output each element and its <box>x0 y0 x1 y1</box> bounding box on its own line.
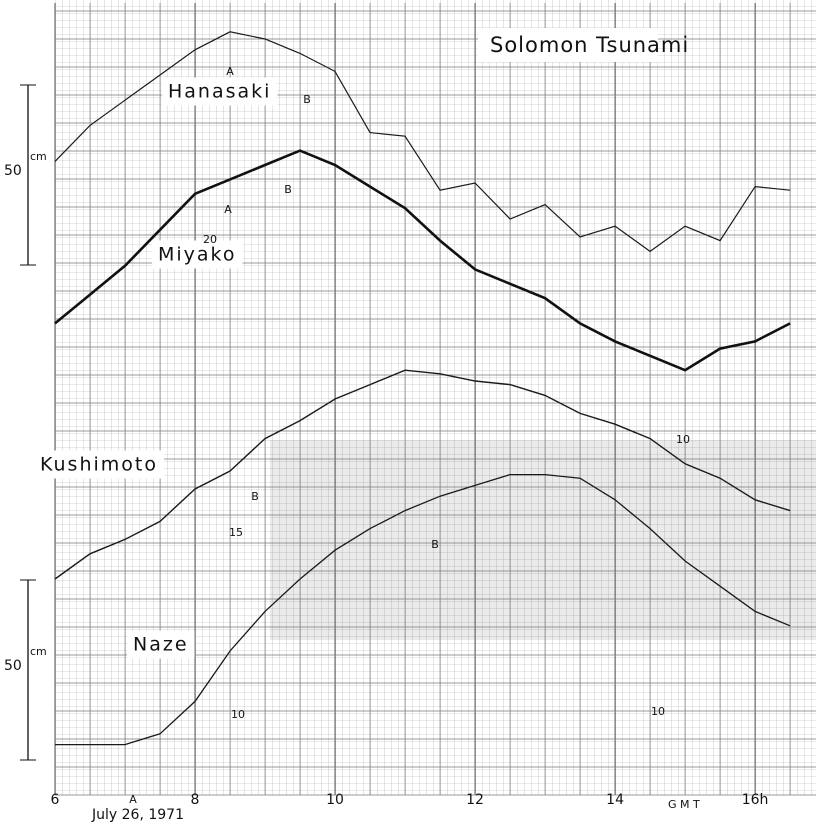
station-label-bg <box>127 630 195 659</box>
date-label: July 26, 1971 <box>91 807 184 823</box>
station-label: Kushimoto <box>40 454 158 476</box>
x-tick-label: 8 <box>191 792 200 808</box>
x-axis-label: G M T <box>668 798 700 811</box>
shaded-area <box>270 440 816 640</box>
scale-unit: cm <box>30 150 47 163</box>
annotation: 10 <box>676 433 690 446</box>
annotation: B <box>284 183 292 196</box>
labels: 6 8 10 12 14 16h Hanasaki Miyako Kushimoto Naze 50… <box>4 65 768 808</box>
grid <box>54 3 816 796</box>
scale-value: 50 <box>4 163 22 179</box>
traces <box>54 31 791 746</box>
x-tick-label: 14 <box>606 792 624 808</box>
station-label-bg <box>34 450 164 479</box>
annotation: 20 <box>203 233 217 246</box>
chart-title: Solomon Tsunami <box>490 33 689 57</box>
x-tick-label: 6 <box>51 792 60 808</box>
graph-paper <box>55 0 816 795</box>
annotation: 10 <box>651 705 665 718</box>
tide-trace <box>54 31 791 253</box>
annotation: 10 <box>231 708 245 721</box>
x-tick-label: 12 <box>466 792 484 808</box>
station-label-bg <box>152 240 243 269</box>
x-tick-label: 10 <box>326 792 344 808</box>
annotation: B <box>251 490 259 503</box>
station-label: Naze <box>133 634 189 656</box>
annotation: B <box>303 93 311 106</box>
station-label: Hanasaki <box>168 81 271 103</box>
annotation: A <box>224 203 232 216</box>
annotation: B <box>431 538 439 551</box>
scale-unit: cm <box>30 645 47 658</box>
tide-trace <box>54 369 791 580</box>
annotation: A <box>129 793 137 806</box>
station-label-bg <box>162 77 278 106</box>
station-label: Miyako <box>158 244 237 266</box>
annotation: A <box>226 65 234 78</box>
title-bg <box>478 28 658 62</box>
tide-trace <box>54 149 791 372</box>
tide-trace <box>55 473 791 746</box>
scale-value: 50 <box>4 658 22 674</box>
annotation: 15 <box>229 526 243 539</box>
x-tick-label: 16h <box>742 792 769 808</box>
